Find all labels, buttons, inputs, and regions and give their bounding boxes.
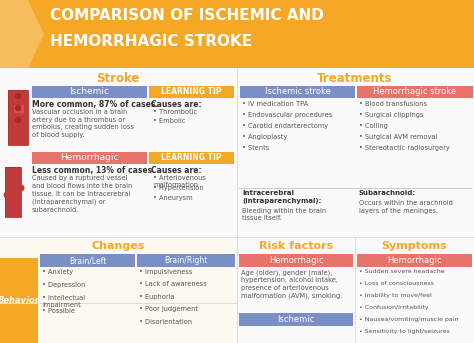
- Text: HEMORRHAGIC STROKE: HEMORRHAGIC STROKE: [50, 34, 252, 49]
- Text: • Loss of consciousness: • Loss of consciousness: [359, 281, 434, 286]
- Text: • Sudden severe headache: • Sudden severe headache: [359, 269, 445, 274]
- Text: • Depression: • Depression: [42, 282, 85, 288]
- Text: • Endovascular procedures: • Endovascular procedures: [242, 112, 332, 118]
- Text: • Impulsiveness: • Impulsiveness: [139, 269, 192, 275]
- Bar: [0, 238, 237, 343]
- Text: More common, 87% of cases.: More common, 87% of cases.: [32, 100, 158, 109]
- Circle shape: [12, 189, 18, 195]
- Text: • Anxiety: • Anxiety: [42, 269, 73, 275]
- Bar: [0, 237, 474, 238]
- Text: Intracerebral
(Intraparenchymal):: Intracerebral (Intraparenchymal):: [242, 190, 321, 203]
- Text: Stroke: Stroke: [96, 72, 140, 85]
- Text: Subarachnoid:: Subarachnoid:: [359, 190, 416, 196]
- Bar: [0, 258, 38, 343]
- Text: • Stereotactic radiosurgery: • Stereotactic radiosurgery: [359, 145, 450, 151]
- Text: • Coiling: • Coiling: [359, 123, 388, 129]
- Text: LEARNING TIP: LEARNING TIP: [161, 154, 222, 163]
- Circle shape: [4, 192, 10, 198]
- Text: • Confusion/irritability: • Confusion/irritability: [359, 305, 428, 310]
- Text: Behavior: Behavior: [0, 296, 40, 305]
- Bar: [0, 68, 474, 343]
- Text: Ischemic: Ischemic: [70, 87, 109, 96]
- Text: Age (older), gender (male),
hypertension, alcohol intake,
presence of arterioven: Age (older), gender (male), hypertension…: [241, 269, 342, 299]
- Bar: [239, 188, 472, 189]
- Bar: [14, 105, 24, 113]
- Text: • Euphoria: • Euphoria: [139, 294, 174, 300]
- Text: Occurs within the arachnoid
layers of the meninges.: Occurs within the arachnoid layers of th…: [359, 200, 453, 213]
- Text: Risk factors: Risk factors: [259, 241, 333, 251]
- Circle shape: [6, 182, 12, 188]
- Text: Causes are:: Causes are:: [151, 166, 201, 175]
- Bar: [237, 68, 238, 343]
- Text: Brain/Right: Brain/Right: [164, 256, 208, 265]
- Text: Less common, 13% of cases.: Less common, 13% of cases.: [32, 166, 155, 175]
- Text: • IV medication TPA: • IV medication TPA: [242, 101, 308, 107]
- Text: • Blood transfusions: • Blood transfusions: [359, 101, 427, 107]
- Bar: [8, 90, 28, 145]
- Bar: [32, 86, 147, 98]
- Bar: [239, 313, 353, 326]
- Text: • Disorientation: • Disorientation: [139, 319, 192, 325]
- Text: Symptoms: Symptoms: [381, 241, 447, 251]
- Text: • Sensitivity to light/seizures: • Sensitivity to light/seizures: [359, 329, 450, 334]
- Text: Ischemic stroke: Ischemic stroke: [264, 87, 330, 96]
- Bar: [8, 90, 28, 145]
- Text: LEARNING TIP: LEARNING TIP: [161, 87, 222, 96]
- Circle shape: [16, 118, 20, 122]
- Bar: [137, 254, 235, 267]
- Bar: [0, 303, 237, 304]
- Bar: [357, 254, 472, 267]
- Polygon shape: [0, 0, 44, 68]
- Text: • Carotid endarterectomy: • Carotid endarterectomy: [242, 123, 328, 129]
- Text: Hemorrhagic: Hemorrhagic: [60, 154, 119, 163]
- Bar: [32, 152, 147, 164]
- Text: Brain/Left: Brain/Left: [69, 256, 106, 265]
- Text: • Intellectual
impairment: • Intellectual impairment: [42, 295, 85, 308]
- Text: • Stents: • Stents: [242, 145, 269, 151]
- Bar: [149, 152, 234, 164]
- Text: Treatments: Treatments: [317, 72, 393, 85]
- Bar: [149, 86, 234, 98]
- Text: • Poor judgement: • Poor judgement: [139, 307, 198, 312]
- Text: Vascular occlusion in a brain
artery due to a thrombus or
embolus, creating sudd: Vascular occlusion in a brain artery due…: [32, 109, 134, 138]
- Bar: [5, 167, 21, 217]
- Text: • Nausea/vomiting/muscle pain: • Nausea/vomiting/muscle pain: [359, 317, 458, 322]
- Text: • Surgical clippings: • Surgical clippings: [359, 112, 423, 118]
- Text: Causes are:: Causes are:: [151, 100, 201, 109]
- Text: • Surgical AVM removal: • Surgical AVM removal: [359, 134, 438, 140]
- Bar: [0, 0, 474, 68]
- Text: • Arteriovenous
malformation: • Arteriovenous malformation: [153, 175, 206, 188]
- Text: • Inability to move/feel: • Inability to move/feel: [359, 293, 432, 298]
- Text: • Aneurysm: • Aneurysm: [153, 195, 192, 201]
- Text: Hemorrhagic: Hemorrhagic: [387, 256, 442, 265]
- Bar: [355, 237, 356, 343]
- Text: • Angioplasty: • Angioplasty: [242, 134, 287, 140]
- Text: Hemorrhagic: Hemorrhagic: [269, 256, 323, 265]
- Circle shape: [16, 106, 20, 110]
- Circle shape: [18, 185, 24, 191]
- Circle shape: [16, 94, 20, 98]
- Bar: [240, 86, 355, 98]
- Text: • Possible: • Possible: [42, 308, 75, 314]
- Circle shape: [15, 197, 21, 203]
- Text: Caused by a ruptured vessel
and blood flows into the brain
tissue. It can be int: Caused by a ruptured vessel and blood fl…: [32, 175, 132, 213]
- Text: • Hypertension: • Hypertension: [153, 185, 204, 191]
- Text: • Lack of awareness: • Lack of awareness: [139, 282, 207, 287]
- Text: Ischemic: Ischemic: [277, 315, 315, 324]
- Text: COMPARISON OF ISCHEMIC AND: COMPARISON OF ISCHEMIC AND: [50, 8, 324, 23]
- Text: Hemorrhagic stroke: Hemorrhagic stroke: [374, 87, 456, 96]
- Bar: [239, 254, 353, 267]
- Text: • Embolic: • Embolic: [153, 118, 185, 124]
- Text: Changes: Changes: [91, 241, 145, 251]
- Text: • Thrombotic: • Thrombotic: [153, 109, 197, 115]
- Bar: [5, 167, 21, 217]
- Bar: [40, 254, 135, 267]
- Bar: [357, 86, 473, 98]
- Text: Bleeding within the brain
tissue itself.: Bleeding within the brain tissue itself.: [242, 208, 326, 222]
